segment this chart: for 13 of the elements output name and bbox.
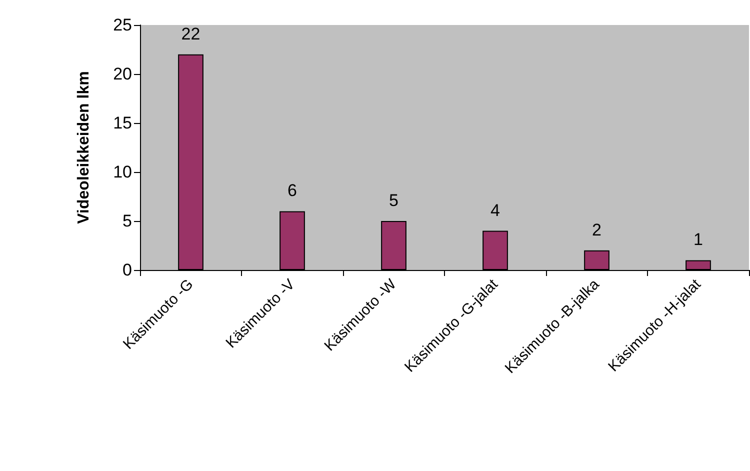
y-tick-label: 25 <box>113 16 132 34</box>
data-label: 1 <box>694 230 703 250</box>
data-label: 6 <box>288 181 297 200</box>
data-label: 2 <box>592 220 602 240</box>
data-label: 4 <box>490 200 500 220</box>
y-tick-label: 10 <box>113 162 132 182</box>
data-label: 22 <box>181 24 200 44</box>
y-tick-label: 0 <box>122 260 132 280</box>
y-axis-title: Videoleikkeiden lkm <box>76 71 92 224</box>
data-label: 5 <box>389 191 398 210</box>
y-tick-label: 15 <box>113 114 132 132</box>
y-tick-label: 5 <box>122 212 132 230</box>
y-tick-label: 20 <box>113 64 132 84</box>
